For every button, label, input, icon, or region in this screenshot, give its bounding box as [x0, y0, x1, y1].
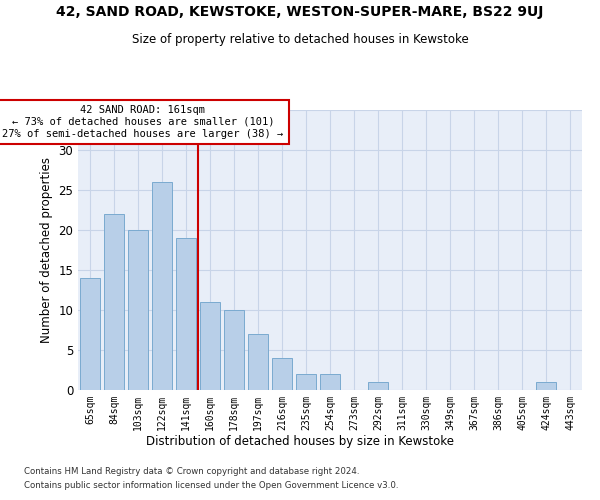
Bar	[296, 374, 316, 390]
Bar	[272, 358, 292, 390]
Bar	[80, 278, 100, 390]
Bar	[224, 310, 244, 390]
Text: 42, SAND ROAD, KEWSTOKE, WESTON-SUPER-MARE, BS22 9UJ: 42, SAND ROAD, KEWSTOKE, WESTON-SUPER-MA…	[56, 5, 544, 19]
Text: Contains public sector information licensed under the Open Government Licence v3: Contains public sector information licen…	[24, 481, 398, 490]
Text: Size of property relative to detached houses in Kewstoke: Size of property relative to detached ho…	[131, 32, 469, 46]
Bar	[320, 374, 340, 390]
Bar	[176, 238, 196, 390]
Text: Distribution of detached houses by size in Kewstoke: Distribution of detached houses by size …	[146, 435, 454, 448]
Text: 42 SAND ROAD: 161sqm
← 73% of detached houses are smaller (101)
27% of semi-deta: 42 SAND ROAD: 161sqm ← 73% of detached h…	[2, 106, 283, 138]
Bar	[368, 382, 388, 390]
Bar	[536, 382, 556, 390]
Bar	[200, 302, 220, 390]
Bar	[152, 182, 172, 390]
Bar	[248, 334, 268, 390]
Text: Contains HM Land Registry data © Crown copyright and database right 2024.: Contains HM Land Registry data © Crown c…	[24, 468, 359, 476]
Bar	[128, 230, 148, 390]
Bar	[104, 214, 124, 390]
Y-axis label: Number of detached properties: Number of detached properties	[40, 157, 53, 343]
